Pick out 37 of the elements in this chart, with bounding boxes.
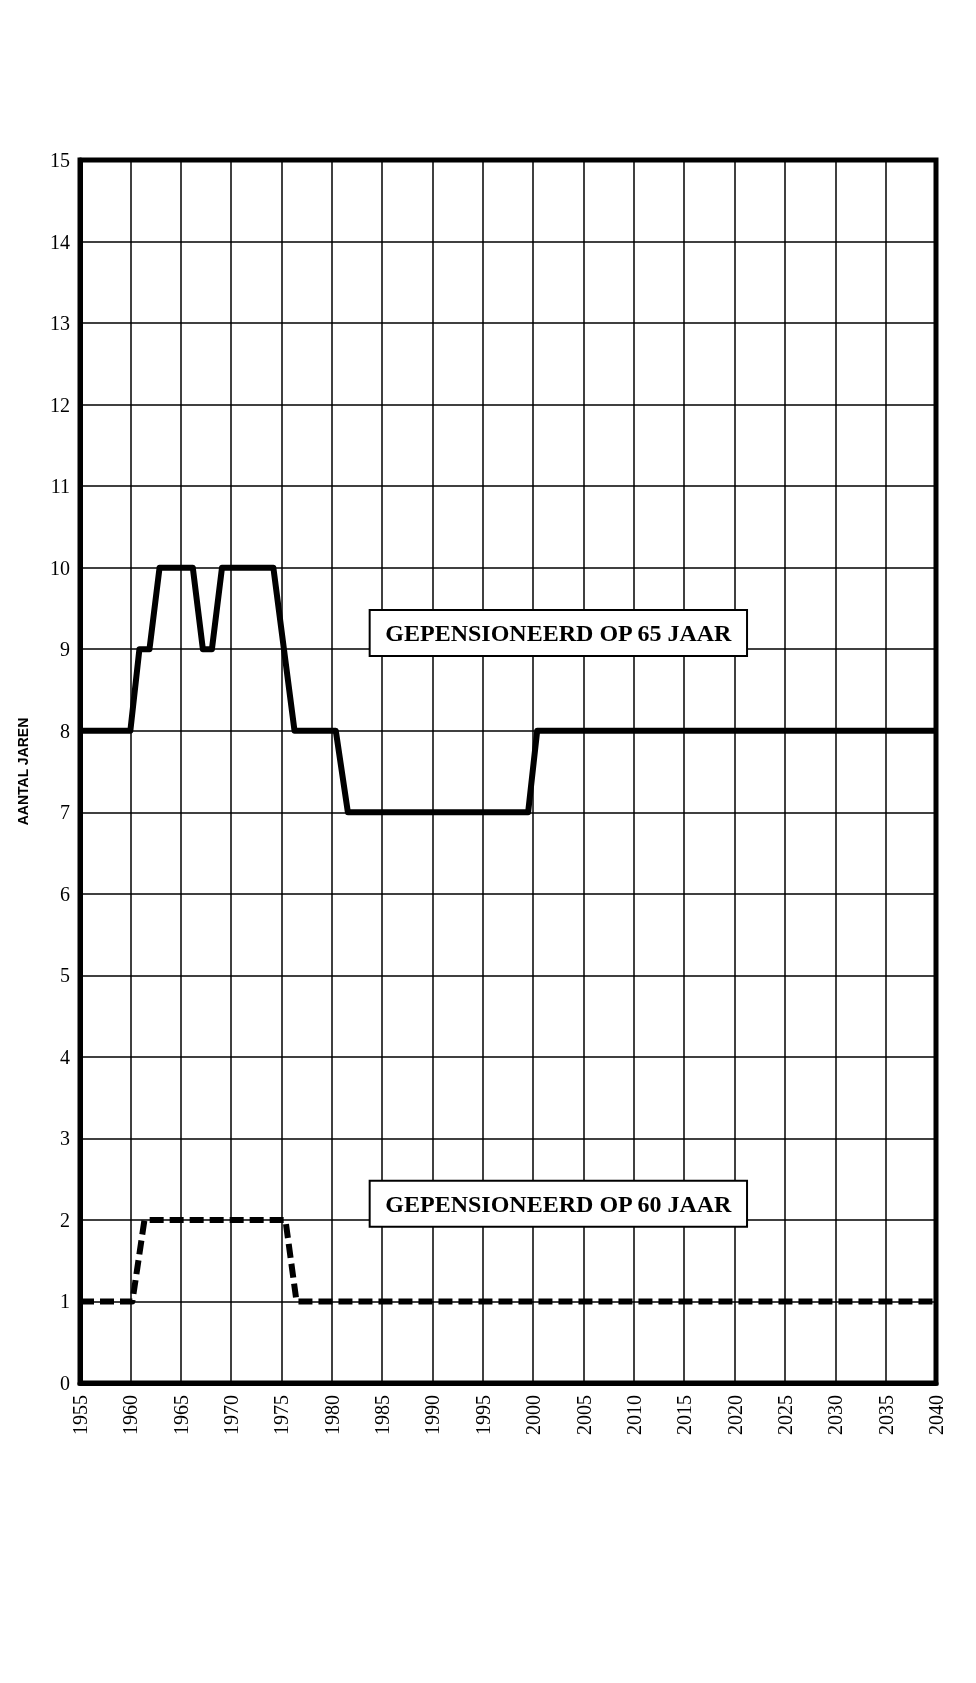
y-tick-label: 8 <box>60 719 70 742</box>
y-tick-label: 9 <box>60 638 70 661</box>
x-tick-label: 2000 <box>522 1395 545 1435</box>
y-tick-label: 5 <box>60 964 70 987</box>
x-tick-label: 2035 <box>874 1395 897 1435</box>
y-tick-label: 14 <box>50 230 70 253</box>
y-tick-label: 15 <box>50 149 70 171</box>
y-tick-label: 4 <box>60 1045 70 1068</box>
y-tick-label: 10 <box>50 556 70 579</box>
x-tick-label: 1960 <box>119 1395 142 1435</box>
x-tick-label: 1990 <box>421 1395 444 1435</box>
x-tick-label: 2020 <box>723 1395 746 1435</box>
x-tick-label: 1965 <box>169 1395 192 1435</box>
x-tick-label: 2005 <box>572 1395 595 1435</box>
x-tick-label: 1985 <box>371 1395 394 1435</box>
y-tick-label: 0 <box>60 1372 70 1394</box>
text: GEPENSIONEERD OP 60 JAAR <box>385 1190 733 1217</box>
y-tick-label: 6 <box>60 882 70 905</box>
y-tick-label: 7 <box>60 801 70 824</box>
x-tick-label: 2015 <box>673 1395 696 1435</box>
y-axis-title: AANTAL JAREN <box>15 717 31 826</box>
y-tick-label: 2 <box>60 1208 70 1231</box>
x-tick-label: 2025 <box>773 1395 796 1435</box>
x-tick-label: 1970 <box>220 1395 243 1435</box>
y-tick-label: 3 <box>60 1127 70 1150</box>
text: GEPENSIONEERD OP 65 JAAR <box>385 619 733 646</box>
y-tick-label: 13 <box>50 312 70 335</box>
y-tick-label: 1 <box>60 1290 70 1313</box>
y-tick-label: 12 <box>50 393 70 416</box>
x-tick-label: 1980 <box>320 1395 343 1435</box>
x-tick-label: 2030 <box>824 1395 847 1435</box>
y-tick-label: 11 <box>50 475 70 498</box>
x-tick-label: 2010 <box>622 1395 645 1435</box>
x-tick-label: 1955 <box>69 1395 91 1435</box>
x-tick-label: 2040 <box>925 1395 947 1435</box>
x-tick-label: 1995 <box>471 1395 494 1435</box>
x-tick-label: 1975 <box>270 1395 293 1435</box>
